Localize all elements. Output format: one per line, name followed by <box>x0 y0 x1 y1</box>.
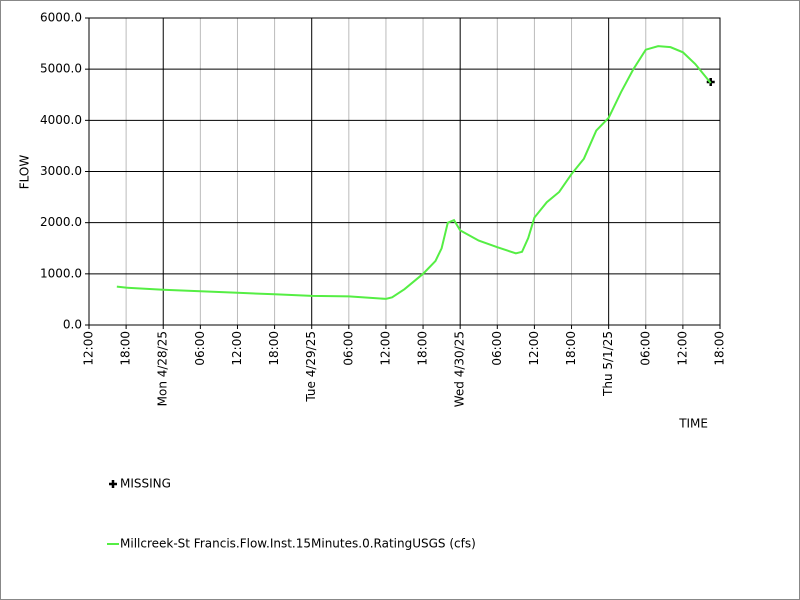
y-tick-label: 1000.0 <box>40 266 82 280</box>
y-axis-title: FLOW <box>18 155 32 190</box>
y-tick-label: 2000.0 <box>40 215 82 229</box>
x-tick-label: 18:00 <box>416 331 430 366</box>
x-tick-label: 12:00 <box>230 331 244 366</box>
x-tick-label: 06:00 <box>193 331 207 366</box>
legend-label: Millcreek-St Francis.Flow.Inst.15Minutes… <box>120 537 476 551</box>
x-tick-label: 18:00 <box>119 331 133 366</box>
legend-label: MISSING <box>120 477 171 491</box>
y-tick-label: 0.0 <box>63 318 82 332</box>
x-tick-label: 18:00 <box>713 331 727 366</box>
y-tick-label: 5000.0 <box>40 62 82 76</box>
x-tick-label: Wed 4/30/25 <box>453 331 467 407</box>
x-tick-label: 12:00 <box>675 331 689 366</box>
x-tick-label: 06:00 <box>638 331 652 366</box>
x-tick-label: 12:00 <box>82 331 96 366</box>
x-tick-label: 06:00 <box>490 331 504 366</box>
x-axis-title: TIME <box>678 417 708 431</box>
plot-border <box>88 17 721 326</box>
y-tick-label: 3000.0 <box>40 164 82 178</box>
x-tick-label: 06:00 <box>341 331 355 366</box>
x-tick-label: Thu 5/1/25 <box>601 331 615 397</box>
data-line <box>116 45 712 300</box>
y-tick-label: 4000.0 <box>40 113 82 127</box>
x-tick-label: Tue 4/29/25 <box>304 331 318 403</box>
legend-symbol <box>109 480 117 488</box>
y-tick-label: 6000.0 <box>40 11 82 25</box>
x-tick-label: 18:00 <box>267 331 281 366</box>
x-tick-label: 12:00 <box>378 331 392 366</box>
x-tick-label: Mon 4/28/25 <box>156 331 170 406</box>
x-tick-label: 12:00 <box>527 331 541 366</box>
x-tick-label: 18:00 <box>564 331 578 366</box>
